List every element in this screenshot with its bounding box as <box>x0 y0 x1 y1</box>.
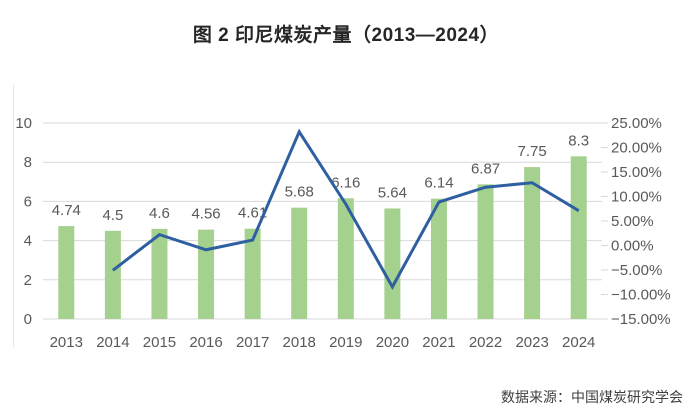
x-axis-label: 2021 <box>422 334 455 351</box>
left-axis-tick-label: 4 <box>24 233 32 250</box>
right-axis-tick-label: 10.00% <box>611 189 662 206</box>
bar <box>337 198 354 319</box>
bar <box>198 229 215 319</box>
bar-value-label: 5.64 <box>378 184 407 201</box>
bar-value-label: 4.6 <box>149 205 170 222</box>
x-axis-label: 2013 <box>50 334 83 351</box>
bar <box>384 208 401 319</box>
right-axis-tick-label: −10.00% <box>611 287 671 304</box>
bar-value-label: 7.75 <box>518 143 547 160</box>
growth-line <box>111 128 580 290</box>
bar <box>291 207 308 319</box>
right-axis-tick-label: 20.00% <box>611 140 662 157</box>
bar-value-label: 6.16 <box>331 174 360 191</box>
right-axis-tick-label: −15.00% <box>611 311 671 328</box>
right-axis-tick-label: 15.00% <box>611 164 662 181</box>
x-axis-label: 2017 <box>236 334 269 351</box>
x-axis-label: 2023 <box>515 334 548 351</box>
chart-title: 图 2 印尼煤炭产量（2013—2024） <box>192 25 500 46</box>
left-axis-tick-label: 8 <box>24 154 32 171</box>
bar <box>104 230 121 319</box>
right-axis-tick-label: 0.00% <box>611 238 654 255</box>
bar-value-label: 4.56 <box>191 206 220 223</box>
bar-value-label: 6.87 <box>471 160 500 177</box>
bar <box>430 198 447 319</box>
bar <box>477 184 494 319</box>
x-axis-label: 2024 <box>562 334 595 351</box>
bar <box>570 156 587 319</box>
left-axis-tick-label: 0 <box>24 311 32 328</box>
data-source: 数据来源：中国煤炭研究学会 <box>501 389 683 405</box>
x-axis-label: 2015 <box>143 334 176 351</box>
x-axis-label: 2020 <box>376 334 409 351</box>
bar-value-label: 4.74 <box>52 202 81 219</box>
right-axis-tick-label: 25.00% <box>611 115 662 132</box>
left-axis-tick-label: 2 <box>24 272 32 289</box>
left-axis-tick-label: 10 <box>15 115 32 132</box>
x-axis-label: 2019 <box>329 334 362 351</box>
bar <box>524 167 541 319</box>
right-axis-tick-label: −5.00% <box>611 262 662 279</box>
x-axis-label: 2014 <box>96 334 129 351</box>
x-axis-label: 2016 <box>189 334 222 351</box>
bar-value-label: 6.14 <box>424 175 453 192</box>
left-axis-tick-label: 6 <box>24 193 32 210</box>
bar-value-label: 4.61 <box>238 205 267 222</box>
x-axis-label: 2022 <box>469 334 502 351</box>
bar-value-label: 4.5 <box>102 207 123 224</box>
right-axis-tick-label: 5.00% <box>611 213 654 230</box>
bar-value-label: 8.3 <box>568 132 589 149</box>
bar <box>151 228 168 319</box>
x-axis-label: 2018 <box>283 334 316 351</box>
bar-value-label: 5.68 <box>285 184 314 201</box>
figure-left-border <box>13 85 14 347</box>
bar <box>58 226 75 319</box>
bar <box>244 228 261 319</box>
